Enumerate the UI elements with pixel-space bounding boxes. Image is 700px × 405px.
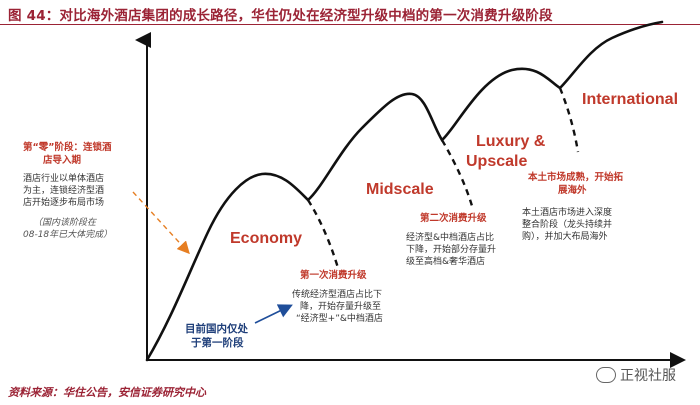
stage-international: International (582, 91, 678, 108)
zero-stage-title-1: 第“零”阶段：连锁酒 (23, 142, 112, 153)
first-upgrade-title: 第一次消费升级 (300, 270, 367, 281)
decline-dashed-luxury (558, 87, 580, 153)
zero-stage-body-2: 为主，连锁经济型酒 (23, 186, 105, 196)
second-upgrade-body: 经济型&中档酒店占比 下降，开始部分存量升 级至高档&奢华酒店 (406, 232, 526, 268)
wechat-icon (596, 367, 616, 383)
title-divider (0, 24, 700, 25)
zero-stage-note: 第“零”阶段：连锁酒 店导入期 酒店行业以单体酒店 为主，连锁经济型酒 店开始逐… (23, 141, 133, 241)
stage-midscale: Midscale (366, 181, 434, 198)
decline-dashed-economy (306, 199, 340, 269)
first-upgrade-body-1: 传统经济型酒店占比下 (292, 290, 383, 300)
growth-curve (145, 20, 664, 362)
decline-dashed-midscale (440, 139, 474, 207)
mature-market-body: 本土酒店市场进入深度 整合阶段（龙头持续并 购），并加大布局海外 (522, 207, 662, 243)
first-upgrade-body-3: “经济型+”&中档酒店 (296, 314, 383, 324)
zero-stage-italic-2: 08-18年已大体完成） (23, 230, 113, 240)
zero-stage-italic-1: （国内该阶段在 (33, 218, 97, 228)
zero-stage-title-2: 店导入期 (43, 155, 82, 166)
watermark: 正视社服 (596, 365, 676, 385)
figure-title: 图 44：对比海外酒店集团的成长路径，华住仍处在经济型升级中档的第一次消费升级阶… (8, 8, 553, 24)
second-upgrade-body-2: 下降，开始部分存量升 (406, 245, 497, 255)
current-stage-note: 目前国内仅处 于第一阶段 (185, 322, 275, 350)
zero-stage-body-1: 酒店行业以单体酒店 (23, 174, 105, 184)
current-stage-line-2: 于第一阶段 (191, 337, 244, 349)
second-upgrade-title: 第二次消费升级 (420, 213, 487, 224)
current-stage-arrow (254, 304, 293, 324)
mature-market-body-3: 购），并加大布局海外 (522, 232, 608, 242)
mature-market-body-2: 整合阶段（龙头持续并 (522, 220, 613, 230)
stage-economy: Economy (230, 230, 302, 247)
second-upgrade-body-3: 级至高档&奢华酒店 (406, 257, 486, 267)
mature-market-title: 本土市场成熟，开始拓 展海外 (528, 171, 658, 197)
watermark-text: 正视社服 (620, 368, 676, 384)
source-note: 资料来源：华住公告，安信证券研究中心 (8, 386, 206, 399)
stage-luxury-line1: Luxury & (476, 133, 546, 150)
second-upgrade-body-1: 经济型&中档酒店占比 (406, 233, 495, 243)
first-upgrade-body: 传统经济型酒店占比下 降，开始存量升级至 “经济型+”&中档酒店 (292, 289, 422, 325)
stage-luxury-line2: Upscale (466, 153, 527, 170)
first-upgrade-body-2: 降，开始存量升级至 (300, 302, 382, 312)
zero-stage-arrow (132, 191, 190, 255)
mature-market-body-1: 本土酒店市场进入深度 (522, 208, 613, 218)
zero-stage-body-3: 店开始逐步布局市场 (23, 198, 105, 208)
mature-market-title-2: 展海外 (558, 185, 587, 196)
current-stage-line-1: 目前国内仅处 (185, 323, 248, 335)
mature-market-title-1: 本土市场成熟，开始拓 (528, 172, 624, 183)
